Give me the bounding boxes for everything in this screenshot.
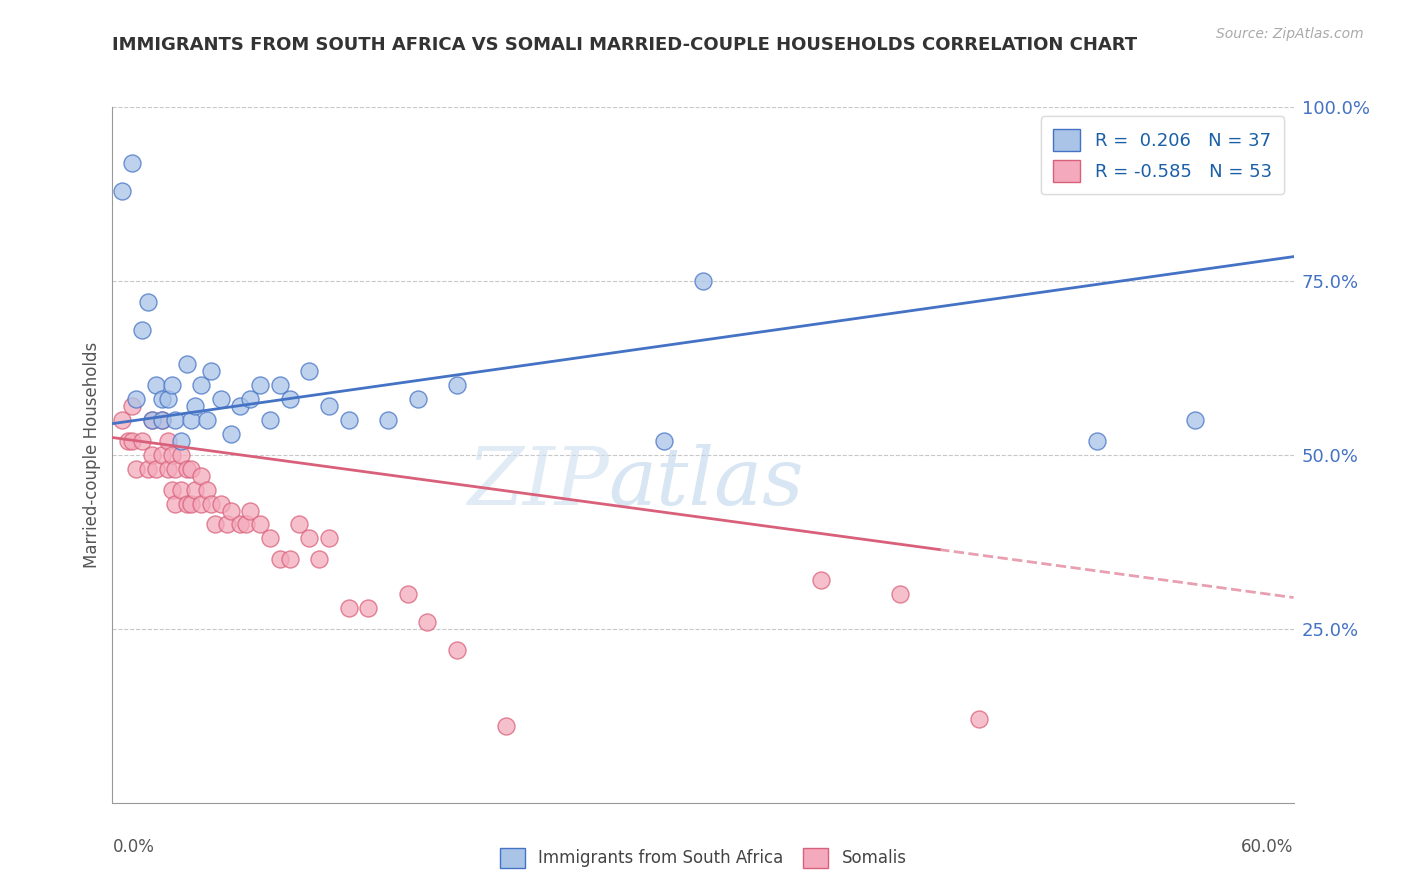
Point xyxy=(259,413,281,427)
Point xyxy=(111,184,134,198)
Point xyxy=(357,601,380,615)
Point xyxy=(136,294,159,309)
Point xyxy=(160,378,183,392)
Point xyxy=(117,434,139,448)
Point xyxy=(235,517,257,532)
Point xyxy=(239,503,262,517)
Point xyxy=(204,517,226,532)
Point xyxy=(308,552,330,566)
Point xyxy=(215,517,238,532)
Point xyxy=(967,712,990,726)
Point xyxy=(111,413,134,427)
Point xyxy=(396,587,419,601)
Point xyxy=(121,155,143,169)
Point xyxy=(377,413,399,427)
Point xyxy=(298,364,321,378)
Point xyxy=(406,392,429,407)
Text: ZIP: ZIP xyxy=(467,444,609,522)
Point xyxy=(170,434,193,448)
Point xyxy=(160,483,183,497)
Point xyxy=(145,378,167,392)
Point xyxy=(150,392,173,407)
Point xyxy=(195,483,218,497)
Point xyxy=(318,399,340,413)
Point xyxy=(269,378,291,392)
Point xyxy=(136,462,159,476)
Point xyxy=(1085,434,1108,448)
Point xyxy=(337,413,360,427)
Point xyxy=(229,399,252,413)
Point xyxy=(318,532,340,546)
Text: Source: ZipAtlas.com: Source: ZipAtlas.com xyxy=(1216,27,1364,41)
Point xyxy=(200,364,222,378)
Point xyxy=(337,601,360,615)
Text: 60.0%: 60.0% xyxy=(1241,838,1294,856)
Point xyxy=(121,434,143,448)
Point xyxy=(180,462,202,476)
Point xyxy=(150,448,173,462)
Point xyxy=(176,462,198,476)
Point xyxy=(145,462,167,476)
Point xyxy=(180,497,202,511)
Point xyxy=(170,448,193,462)
Point xyxy=(165,497,187,511)
Point xyxy=(446,378,468,392)
Point xyxy=(229,517,252,532)
Point xyxy=(156,392,179,407)
Point xyxy=(288,517,311,532)
Point xyxy=(889,587,911,601)
Point xyxy=(131,434,153,448)
Point xyxy=(209,497,232,511)
Point xyxy=(165,462,187,476)
Point xyxy=(141,448,163,462)
Point xyxy=(170,483,193,497)
Point xyxy=(160,448,183,462)
Point xyxy=(200,497,222,511)
Point xyxy=(298,532,321,546)
Point xyxy=(209,392,232,407)
Text: 0.0%: 0.0% xyxy=(112,838,155,856)
Text: IMMIGRANTS FROM SOUTH AFRICA VS SOMALI MARRIED-COUPLE HOUSEHOLDS CORRELATION CHA: IMMIGRANTS FROM SOUTH AFRICA VS SOMALI M… xyxy=(112,36,1137,54)
Legend: Immigrants from South Africa, Somalis: Immigrants from South Africa, Somalis xyxy=(494,841,912,875)
Point xyxy=(249,517,271,532)
Point xyxy=(249,378,271,392)
Point xyxy=(141,413,163,427)
Point xyxy=(165,413,187,427)
Text: atlas: atlas xyxy=(609,444,804,522)
Point xyxy=(156,462,179,476)
Y-axis label: Married-couple Households: Married-couple Households xyxy=(83,342,101,568)
Point xyxy=(239,392,262,407)
Point xyxy=(1184,413,1206,427)
Point xyxy=(190,378,212,392)
Point xyxy=(121,399,143,413)
Point xyxy=(190,497,212,511)
Point xyxy=(219,427,242,442)
Point xyxy=(176,358,198,372)
Point xyxy=(131,323,153,337)
Point xyxy=(184,399,207,413)
Point xyxy=(278,392,301,407)
Point xyxy=(150,413,173,427)
Legend: R =  0.206   N = 37, R = -0.585   N = 53: R = 0.206 N = 37, R = -0.585 N = 53 xyxy=(1040,116,1285,194)
Point xyxy=(446,642,468,657)
Point xyxy=(156,434,179,448)
Point xyxy=(692,274,714,288)
Point xyxy=(176,497,198,511)
Point xyxy=(190,468,212,483)
Point xyxy=(219,503,242,517)
Point xyxy=(150,413,173,427)
Point xyxy=(278,552,301,566)
Point xyxy=(195,413,218,427)
Point xyxy=(184,483,207,497)
Point xyxy=(259,532,281,546)
Point xyxy=(125,462,148,476)
Point xyxy=(269,552,291,566)
Point xyxy=(125,392,148,407)
Point xyxy=(416,615,439,629)
Point xyxy=(495,719,517,733)
Point xyxy=(652,434,675,448)
Point xyxy=(810,573,832,587)
Point xyxy=(141,413,163,427)
Point xyxy=(180,413,202,427)
